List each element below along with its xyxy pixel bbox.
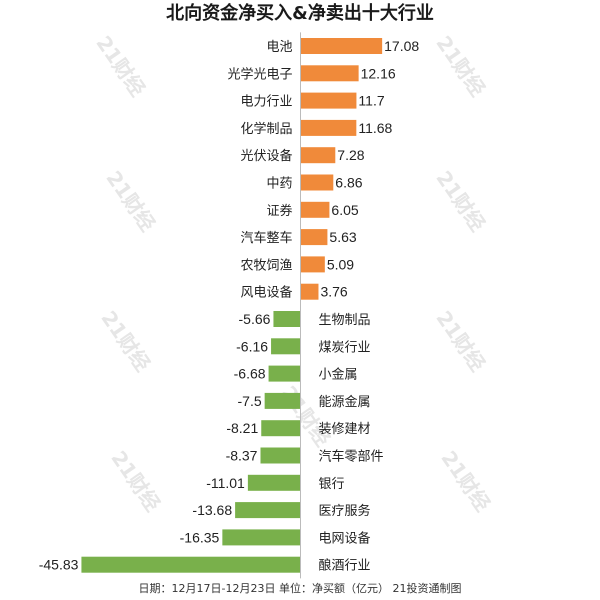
category-label: 医疗服务 — [319, 503, 371, 519]
value-label: 5.63 — [329, 229, 356, 245]
category-label: 生物制品 — [319, 313, 371, 328]
value-label: -45.83 — [39, 557, 79, 573]
bar-positive — [300, 147, 336, 164]
category-label: 汽车整车 — [240, 230, 292, 246]
bar-positive — [300, 65, 359, 82]
value-label: -11.01 — [206, 475, 245, 491]
bar-positive — [300, 174, 334, 191]
watermark-text: 21财经 — [276, 381, 335, 450]
value-label: 7.28 — [337, 147, 364, 163]
chart-title: 北向资金净买入&净卖出十大行业 — [166, 2, 434, 24]
bar-positive — [300, 38, 383, 54]
category-label: 装修建材 — [319, 422, 371, 437]
bar-negative — [261, 420, 301, 437]
bar-positive — [300, 92, 357, 109]
value-label: -5.66 — [239, 311, 271, 327]
watermark-text: 21财经 — [431, 166, 490, 235]
value-label: 6.86 — [335, 175, 362, 191]
category-label: 化学制品 — [240, 121, 292, 137]
bar-positive — [300, 119, 357, 136]
watermark-text: 21财经 — [431, 31, 490, 100]
category-label: 小金属 — [319, 367, 358, 383]
category-label: 电网设备 — [319, 530, 371, 546]
category-label: 电力行业 — [240, 95, 292, 110]
value-label: 12.16 — [361, 65, 396, 81]
bar-negative — [235, 502, 301, 519]
labels-group: 电池 17.08 光学光电子 12.16 电力行业 11.7 化学制品 11.68 光伏设备 7.… — [39, 38, 420, 574]
bar-positive — [300, 256, 325, 273]
category-label: 证券 — [266, 203, 292, 219]
category-label: 能源金属 — [319, 394, 371, 410]
chart-footer: 日期：12月17日-12月23日 单位：净买额（亿元） 21投资通制图 — [139, 581, 462, 595]
value-label: 3.76 — [320, 284, 347, 300]
bars-group — [81, 38, 383, 573]
bar-negative — [273, 311, 301, 327]
bar-negative — [81, 556, 301, 573]
watermark-text: 21财经 — [431, 306, 490, 375]
bar-negative — [271, 338, 301, 355]
bar-positive — [300, 201, 330, 218]
bar-negative — [264, 392, 301, 409]
watermark-text: 21财经 — [106, 446, 165, 515]
value-label: 11.68 — [358, 120, 392, 136]
value-label: 17.08 — [384, 38, 419, 54]
watermark-text: 21财经 — [91, 31, 150, 100]
bar-positive — [300, 229, 328, 246]
category-label: 光伏设备 — [240, 148, 292, 164]
category-label: 煤炭行业 — [319, 340, 371, 355]
bar-negative — [247, 474, 301, 491]
value-label: 11.7 — [358, 93, 384, 109]
value-label: -8.21 — [226, 420, 258, 436]
value-label: -6.68 — [234, 366, 266, 382]
watermark-text: 21财经 — [101, 166, 160, 235]
value-label: -6.16 — [236, 338, 268, 354]
category-label: 汽车零部件 — [319, 449, 384, 465]
watermark-text: 21财经 — [96, 306, 155, 375]
bar-negative — [260, 447, 301, 464]
bar-positive — [300, 283, 319, 300]
bar-negative — [222, 529, 301, 546]
category-label: 中药 — [266, 177, 292, 192]
value-label: 6.05 — [331, 202, 358, 218]
category-label: 农牧饲渔 — [240, 258, 292, 273]
value-label: -16.35 — [180, 529, 220, 545]
category-label: 电池 — [266, 40, 292, 55]
value-label: -8.37 — [226, 448, 258, 464]
bar-negative — [268, 365, 301, 382]
watermark-layer: 21财经 21财经 21财经 21财经 21财经 21财经 21财经 21财经 21财经 — [91, 31, 495, 515]
watermark-text: 21财经 — [436, 446, 495, 515]
value-label: -7.5 — [238, 393, 262, 409]
category-label: 风电设备 — [240, 285, 292, 301]
category-label: 银行 — [319, 477, 345, 492]
category-label: 酿酒行业 — [319, 558, 371, 574]
category-label: 光学光电子 — [227, 66, 292, 82]
value-label: -13.68 — [192, 502, 232, 518]
value-label: 5.09 — [327, 256, 354, 272]
